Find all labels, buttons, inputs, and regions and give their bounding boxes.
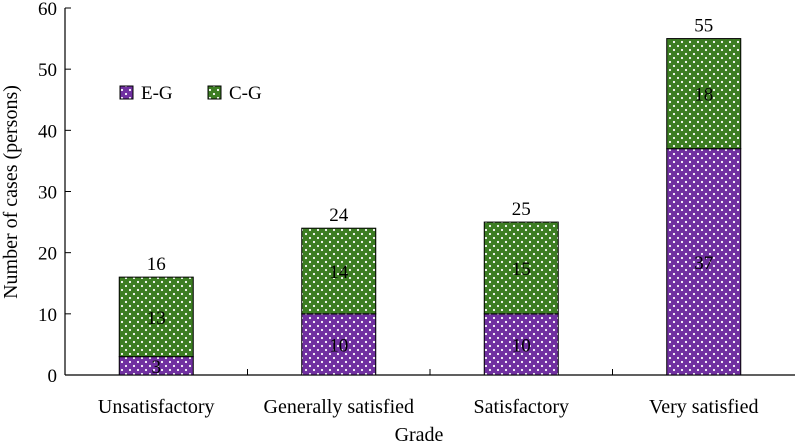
bar-e-g-4 — [666, 148, 742, 376]
data-label-e-g: 37 — [694, 253, 713, 274]
y-tick-label: 50 — [38, 60, 57, 81]
x-category-label: Very satisfied — [649, 396, 758, 418]
data-label-c-g: 15 — [512, 259, 531, 280]
x-category-label: Unsatisfactory — [98, 396, 215, 418]
y-tick-label: 20 — [38, 244, 57, 265]
legend-label-e-g: E-G — [141, 83, 173, 104]
legend-swatch-e-g — [119, 85, 134, 100]
bars-group — [118, 38, 742, 376]
total-label: 55 — [694, 16, 713, 37]
total-label: 16 — [147, 254, 166, 275]
x-category-label: Satisfactory — [473, 396, 569, 418]
x-axis-title: Grade — [395, 424, 444, 444]
y-tick-label: 0 — [48, 366, 58, 387]
data-label-e-g: 10 — [512, 335, 531, 356]
bar-c-g-2 — [301, 227, 377, 315]
bar-c-g-3 — [483, 221, 559, 315]
bar-c-g-1 — [118, 276, 194, 358]
data-label-e-g: 10 — [329, 335, 348, 356]
legend-label-c-g: C-G — [229, 83, 262, 104]
data-label-c-g: 14 — [329, 262, 349, 283]
y-tick-label: 30 — [38, 183, 57, 204]
legend-swatch-c-g — [207, 85, 222, 100]
labels-group: 3 13 16 Unsatisfactory 10 14 24 Generally satis… — [98, 16, 759, 418]
legend: E-G C-G — [119, 83, 262, 104]
total-label: 24 — [329, 205, 349, 226]
y-tick-label: 40 — [38, 121, 57, 142]
y-axis-title: Number of cases (persons) — [0, 85, 22, 299]
data-label-c-g: 13 — [147, 308, 166, 329]
total-label: 25 — [512, 199, 531, 220]
bar-e-g-3 — [483, 313, 559, 376]
data-label-c-g: 18 — [694, 85, 713, 106]
data-label-e-g: 3 — [152, 357, 162, 378]
y-tick-label: 60 — [38, 0, 57, 20]
bar-c-g-4 — [666, 38, 742, 150]
y-tick-label: 10 — [38, 305, 57, 326]
x-category-label: Generally satisfied — [264, 396, 415, 418]
